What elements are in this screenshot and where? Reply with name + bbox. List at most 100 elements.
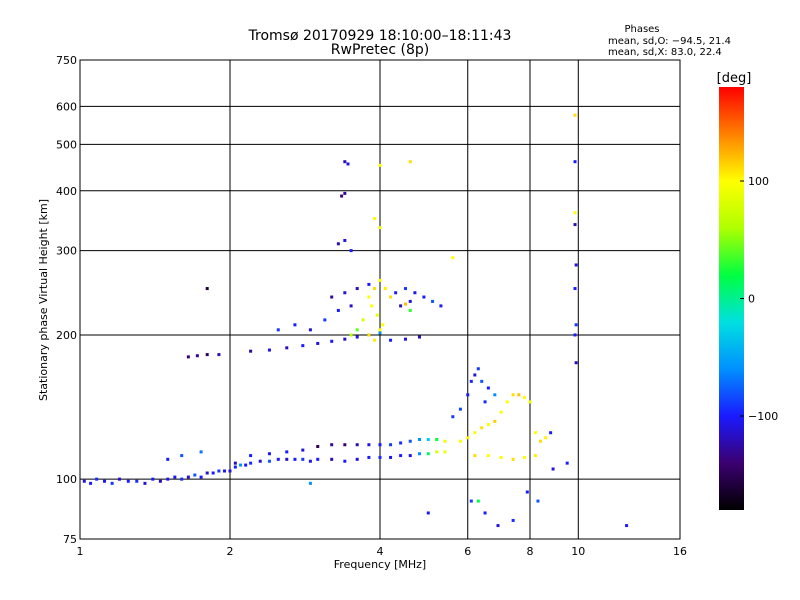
x-tick-label: 8: [527, 545, 534, 558]
data-point: [82, 479, 86, 483]
data-point: [574, 263, 578, 267]
chart-title: Tromsø 20170929 18:10:00–18:11:43: [248, 28, 512, 44]
data-point: [193, 473, 197, 477]
data-point: [496, 524, 500, 528]
data-point: [573, 160, 577, 164]
data-point: [180, 454, 184, 458]
data-point: [403, 302, 407, 306]
data-point: [316, 444, 320, 448]
data-point: [217, 469, 221, 473]
y-tick-label: 300: [56, 245, 77, 258]
data-point: [186, 355, 190, 359]
data-point: [308, 481, 312, 485]
data-point: [417, 438, 421, 442]
data-point: [249, 461, 253, 465]
data-point: [439, 304, 443, 308]
data-point: [451, 415, 455, 419]
data-point: [316, 457, 320, 461]
data-point: [443, 439, 447, 443]
data-point: [373, 287, 377, 291]
data-point: [573, 113, 577, 117]
data-point: [211, 471, 215, 475]
colorbar-label: [deg]: [717, 71, 752, 86]
colorbar-ticks: −100 0 100: [740, 175, 778, 423]
x-tick-label: 2: [227, 545, 234, 558]
x-tick-label: 1: [77, 545, 84, 558]
data-point: [330, 339, 334, 343]
data-point: [473, 373, 477, 377]
data-point: [343, 443, 347, 447]
data-point: [483, 400, 487, 404]
data-point: [330, 457, 334, 461]
data-point: [173, 475, 177, 479]
data-point: [408, 160, 412, 164]
data-point: [126, 479, 130, 483]
data-point: [473, 431, 477, 435]
data-point: [355, 287, 359, 291]
data-point: [473, 454, 477, 458]
data-point: [426, 438, 430, 442]
data-point: [249, 454, 253, 458]
data-point: [355, 457, 359, 461]
data-point: [343, 160, 347, 164]
data-point: [549, 431, 553, 435]
data-point: [349, 304, 353, 308]
data-point: [355, 328, 359, 332]
data-point: [285, 450, 289, 454]
data-point: [451, 256, 455, 260]
data-point: [367, 333, 371, 337]
data-point: [367, 295, 371, 299]
data-point: [565, 461, 569, 465]
data-point: [573, 223, 577, 227]
data-point: [536, 499, 540, 503]
data-point: [533, 431, 537, 435]
data-point: [343, 337, 347, 341]
data-point: [403, 287, 407, 291]
data-point: [458, 407, 462, 411]
y-tick-label: 500: [56, 138, 77, 151]
data-point: [378, 278, 382, 282]
data-point: [469, 499, 473, 503]
data-point: [466, 393, 470, 397]
data-point: [389, 443, 393, 447]
data-point: [343, 459, 347, 463]
data-point: [476, 367, 480, 371]
data-point: [574, 323, 578, 327]
data-point: [143, 481, 147, 485]
data-point: [378, 226, 382, 230]
data-point: [285, 457, 289, 461]
chart-subtitle: RwPretec (8p): [331, 42, 429, 58]
data-point: [205, 287, 209, 291]
data-point: [408, 308, 412, 312]
data-point: [431, 299, 435, 303]
plot-frame: [79, 59, 681, 540]
data-point: [480, 379, 484, 383]
data-point: [110, 481, 114, 485]
data-point: [244, 463, 248, 467]
data-point: [158, 479, 162, 483]
data-point: [499, 410, 503, 414]
data-point: [103, 479, 107, 483]
data-point: [493, 393, 497, 397]
y-tick-label: 200: [56, 329, 77, 342]
data-point: [180, 477, 184, 481]
data-point: [367, 443, 371, 447]
data-point: [301, 457, 305, 461]
data-point: [151, 477, 155, 481]
y-tick-label: 100: [56, 473, 77, 486]
data-point: [533, 454, 537, 458]
data-point: [249, 349, 253, 353]
data-point: [361, 318, 365, 322]
data-point: [239, 463, 243, 467]
data-point: [349, 249, 353, 253]
data-point: [383, 287, 387, 291]
grid-lines: [80, 60, 680, 539]
data-point: [233, 465, 237, 469]
data-point: [166, 477, 170, 481]
y-tick-label: 600: [56, 100, 77, 113]
data-point: [476, 499, 480, 503]
data-point: [389, 338, 393, 342]
data-point: [417, 335, 421, 339]
data-point: [466, 436, 470, 440]
